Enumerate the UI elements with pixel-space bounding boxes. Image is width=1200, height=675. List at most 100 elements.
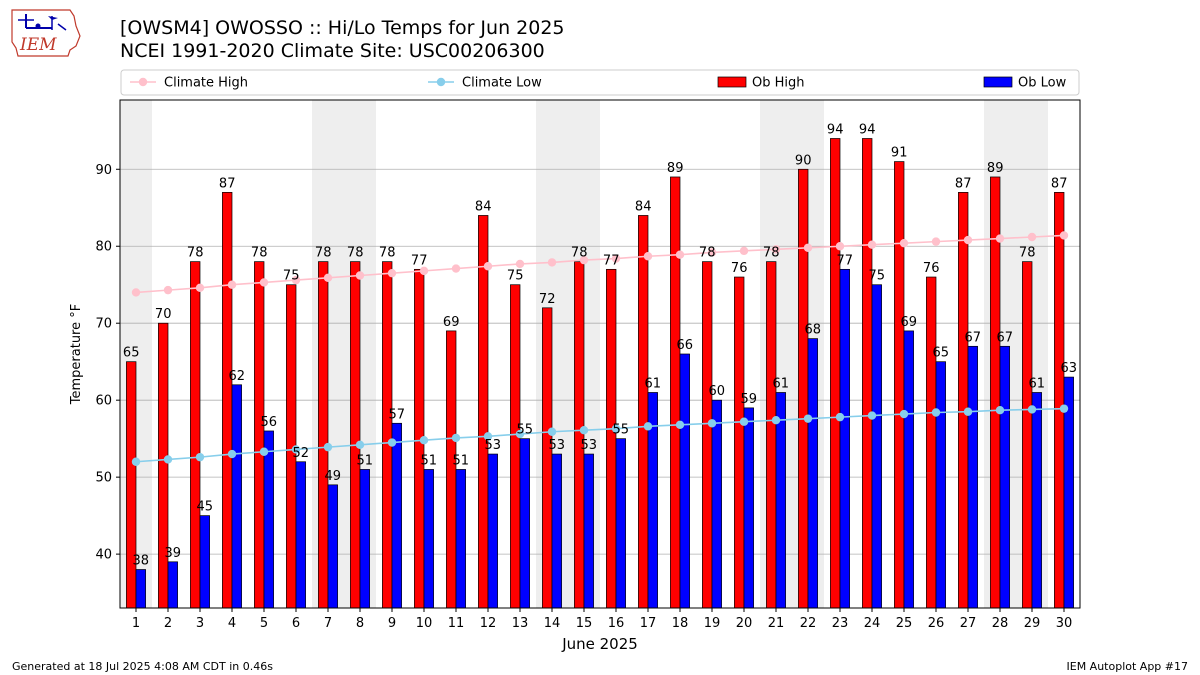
climate-high-point-10 bbox=[419, 266, 429, 276]
ob-high-bar-29 bbox=[1022, 261, 1033, 609]
climate-high-point-15 bbox=[579, 255, 589, 265]
legend-swatch-ob-high bbox=[717, 76, 747, 88]
x-tick-label-5: 5 bbox=[260, 616, 268, 631]
ob-low-label-15: 53 bbox=[581, 438, 598, 453]
generated-timestamp: Generated at 18 Jul 2025 4:08 AM CDT in … bbox=[12, 660, 273, 673]
climate-low-point-12 bbox=[483, 432, 493, 441]
climate-low-point-24 bbox=[867, 411, 877, 420]
climate-low-point-19 bbox=[707, 419, 717, 428]
ob-high-bar-21 bbox=[766, 261, 777, 609]
climate-low-point-26 bbox=[931, 408, 941, 417]
ob-high-bar-2 bbox=[158, 322, 169, 609]
legend-swatch-ob-low bbox=[983, 76, 1013, 88]
ob-low-label-20: 59 bbox=[741, 392, 758, 407]
ob-low-bar-12 bbox=[487, 453, 498, 609]
ob-high-bar-22 bbox=[798, 168, 809, 609]
climate-high-point-17 bbox=[643, 252, 653, 261]
ob-high-bar-30 bbox=[1054, 192, 1065, 609]
ob-low-bar-18 bbox=[679, 353, 690, 609]
ob-high-bar-9 bbox=[382, 261, 393, 609]
x-tick-label-15: 15 bbox=[576, 616, 593, 631]
x-tick-label-11: 11 bbox=[448, 616, 465, 631]
ob-high-bar-14 bbox=[542, 307, 553, 609]
grid-lines bbox=[120, 168, 1080, 555]
climate-low-point-11 bbox=[451, 433, 461, 443]
climate-low-point-16 bbox=[611, 424, 621, 433]
legend-marker-climate-high bbox=[138, 77, 148, 87]
climate-high-point-25 bbox=[899, 238, 909, 248]
ob-low-bar-15 bbox=[583, 453, 594, 609]
climate-high-point-14 bbox=[547, 258, 557, 267]
ob-high-label-3: 78 bbox=[187, 246, 204, 261]
x-tick-label-17: 17 bbox=[640, 616, 657, 631]
legend-label-climate-high: Climate High bbox=[164, 76, 248, 91]
legend-label-climate-low: Climate Low bbox=[462, 76, 542, 91]
climate-high-point-13 bbox=[515, 259, 525, 269]
x-tick-label-6: 6 bbox=[292, 616, 300, 631]
ob-high-label-24: 94 bbox=[859, 122, 876, 137]
climate-low-point-2 bbox=[163, 455, 173, 464]
climate-low-point-30 bbox=[1059, 404, 1069, 413]
ob-low-label-24: 75 bbox=[869, 269, 886, 284]
ob-low-bar-3 bbox=[199, 515, 210, 609]
ob-low-label-18: 66 bbox=[677, 338, 694, 353]
x-axis-label: June 2025 bbox=[561, 635, 638, 653]
ob-low-label-27: 67 bbox=[965, 330, 982, 345]
y-tick-label-70: 70 bbox=[95, 317, 112, 332]
x-tick-label-26: 26 bbox=[928, 616, 945, 631]
x-tick-label-18: 18 bbox=[672, 616, 689, 631]
ob-low-label-29: 61 bbox=[1029, 376, 1046, 391]
ob-high-label-2: 70 bbox=[155, 307, 172, 322]
ob-high-label-10: 77 bbox=[411, 253, 428, 268]
climate-high-point-23 bbox=[835, 242, 845, 251]
ob-high-bar-26 bbox=[926, 276, 937, 609]
climate-high-point-19 bbox=[707, 248, 717, 257]
climate-high-point-24 bbox=[867, 240, 877, 249]
climate-low-point-1 bbox=[131, 457, 141, 466]
legend-marker-climate-low bbox=[436, 77, 446, 87]
climate-low-point-7 bbox=[323, 442, 333, 452]
climate-high-point-9 bbox=[387, 268, 397, 278]
ob-low-label-4: 62 bbox=[229, 369, 246, 384]
ob-low-bar-23 bbox=[839, 268, 850, 609]
climate-low-point-14 bbox=[547, 427, 557, 436]
x-tick-label-21: 21 bbox=[768, 616, 785, 631]
ob-high-bar-8 bbox=[350, 261, 361, 609]
climate-low-point-8 bbox=[355, 440, 365, 450]
x-tick-label-29: 29 bbox=[1024, 616, 1041, 631]
ob-high-label-4: 87 bbox=[219, 176, 236, 191]
ob-high-bar-19 bbox=[702, 261, 713, 609]
ob-low-bar-7 bbox=[327, 484, 338, 609]
ob-high-label-28: 89 bbox=[987, 161, 1004, 176]
ob-low-bar-16 bbox=[615, 438, 626, 609]
ob-high-bar-27 bbox=[958, 192, 969, 609]
climate-high-point-8 bbox=[355, 271, 365, 280]
ob-high-label-6: 75 bbox=[283, 269, 300, 284]
x-tick-label-22: 22 bbox=[800, 616, 817, 631]
climate-high-line bbox=[135, 234, 1065, 294]
ob-high-label-18: 89 bbox=[667, 161, 684, 176]
legend-label-ob-low: Ob Low bbox=[1018, 76, 1067, 91]
climate-low-point-27 bbox=[963, 407, 973, 416]
climate-high-point-4 bbox=[227, 280, 237, 289]
y-axis-ticks: 40 50 60 70 80 90 bbox=[95, 163, 120, 563]
climate-high-point-22 bbox=[803, 243, 813, 252]
x-tick-label-13: 13 bbox=[512, 616, 529, 631]
climate-low-point-21 bbox=[771, 415, 781, 425]
ob-low-label-21: 61 bbox=[773, 376, 790, 391]
climate-high-point-1 bbox=[131, 288, 141, 297]
ob-low-bar-20 bbox=[743, 407, 754, 609]
climate-low-point-29 bbox=[1027, 405, 1037, 414]
ob-high-bar-11 bbox=[446, 330, 457, 609]
ob-high-bar-17 bbox=[638, 215, 649, 609]
ob-high-bar-3 bbox=[190, 261, 201, 609]
chart-title: [OWSM4] OWOSSO :: Hi/Lo Temps for Jun 20… bbox=[120, 17, 565, 39]
ob-low-bar-2 bbox=[167, 561, 178, 609]
ob-high-label-7: 78 bbox=[315, 246, 332, 261]
ob-high-bar-18 bbox=[670, 176, 681, 609]
climate-low-point-9 bbox=[387, 438, 397, 447]
legend-frame bbox=[120, 69, 1080, 96]
ob-high-label-26: 76 bbox=[923, 261, 940, 276]
climate-low-line bbox=[135, 407, 1065, 463]
